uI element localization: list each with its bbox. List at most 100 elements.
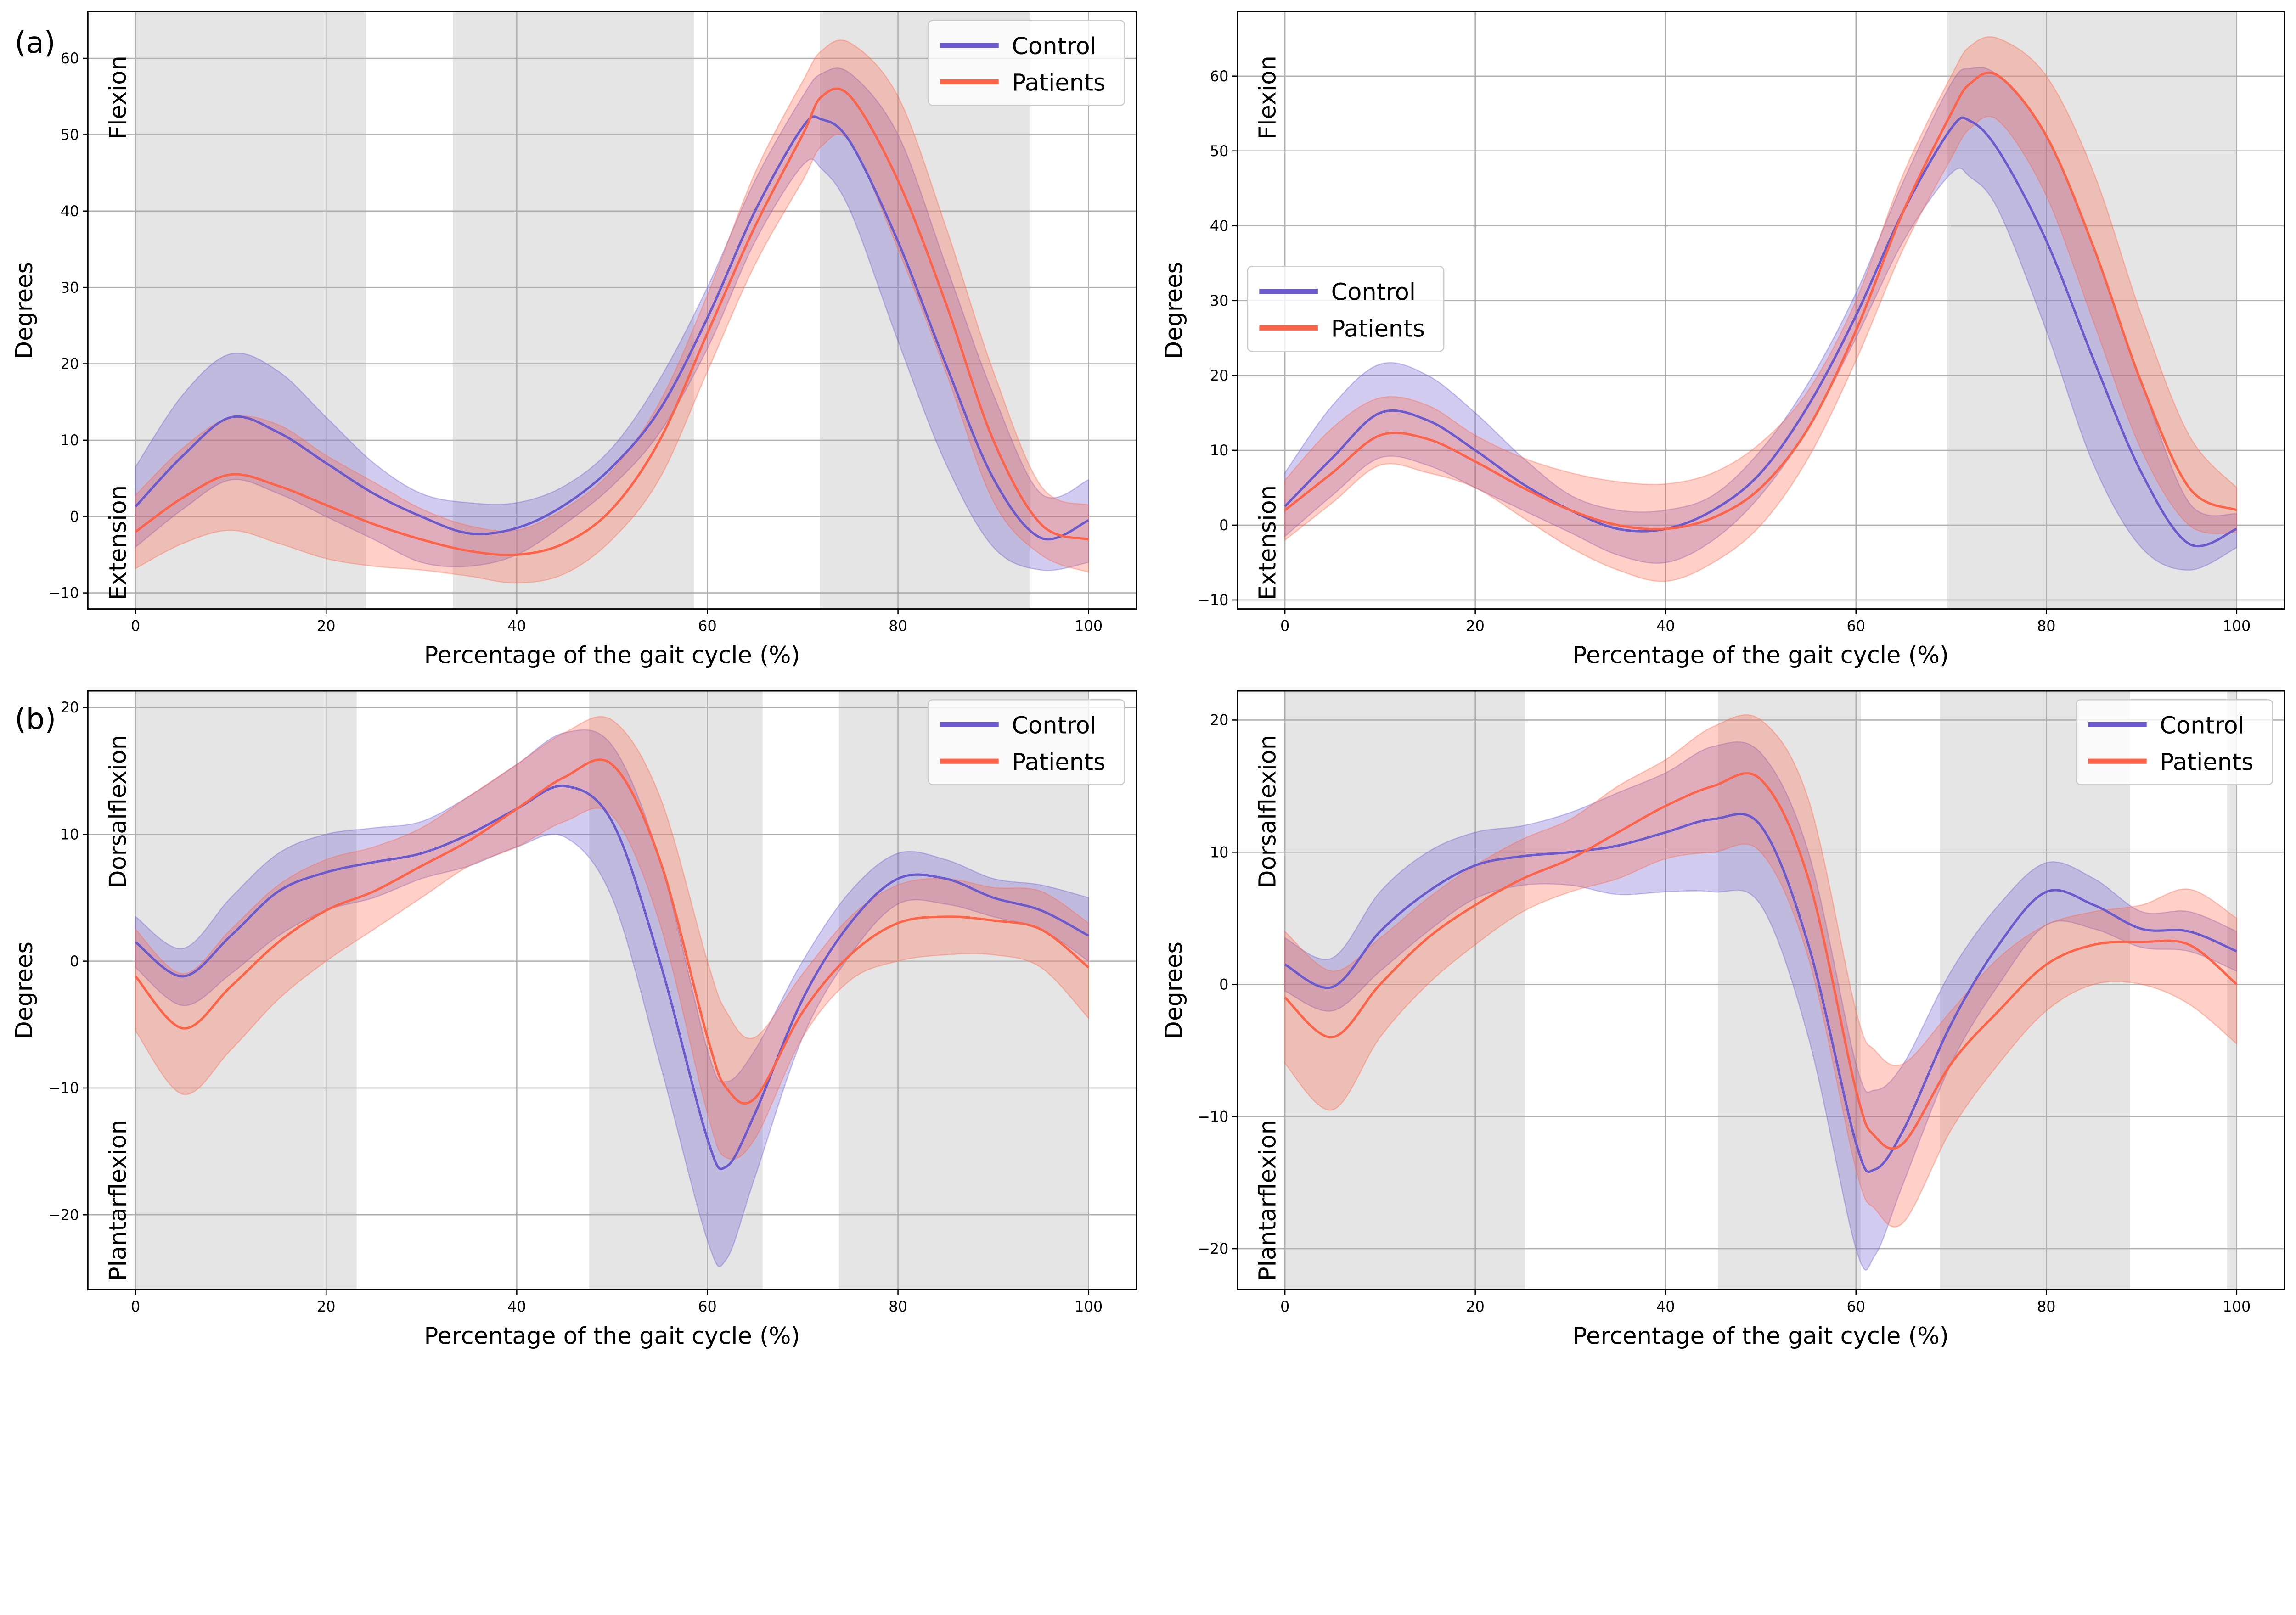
y-tick-label: 0 [70,953,79,970]
patients-legend-label: Patients [1012,70,1105,97]
stance-phase-shading [1285,691,1525,1290]
x-tick-label: 100 [2223,617,2251,634]
panel-1: 0 20 40 60 80 100 −10 0 10 20 30 40 50 60 Percentage o… [11,11,1137,669]
y-tick-label: 60 [1210,67,1229,85]
y-tick-label: 10 [1210,442,1229,459]
x-tick-label: 20 [317,617,336,634]
control-mean-line [135,115,1089,541]
stance-phase-shading [838,691,1089,1290]
patients-legend-label: Patients [1331,315,1425,342]
control-legend-label: Control [1012,712,1096,740]
stance-phase-shading [1718,691,1861,1290]
y-axis-label: Degrees [11,262,38,359]
bottom-direction-label: Plantarflexion [105,1120,132,1281]
y-axis-label: Degrees [11,942,38,1039]
legend: Control Patients [1247,266,1445,352]
x-tick-label: 20 [1466,1298,1485,1315]
patients-std-band [135,716,1089,1160]
x-tick-label: 100 [2223,1298,2251,1315]
y-tick-label: 0 [1219,516,1228,534]
panel-label-a: (a) [15,26,56,60]
stance-phase-shading [135,691,357,1290]
stance-phase-shading [453,11,694,609]
y-tick-label: −20 [1198,1240,1228,1257]
x-tick-label: 60 [1846,1298,1865,1315]
panel-label-b: (b) [15,702,56,736]
control-legend-label: Control [1331,279,1416,306]
stance-phase-shading [2227,691,2237,1290]
top-direction-label: Flexion [105,56,132,139]
x-tick-label: 80 [2037,617,2056,634]
control-std-band [135,729,1089,1267]
y-tick-label: −10 [48,584,79,602]
y-tick-label: 30 [1210,292,1229,309]
axes-frame [1237,690,2285,1290]
x-axis-label: Percentage of the gait cycle (%) [424,642,800,669]
y-tick-label: 50 [1210,142,1229,160]
patients-mean-line [1284,71,2237,531]
legend: Control Patients [2076,699,2273,785]
control-legend-label: Control [2160,712,2244,740]
x-tick-label: 40 [1656,617,1675,634]
x-tick-label: 60 [698,1298,717,1315]
y-axis-label: Degrees [1160,942,1187,1039]
y-tick-label: 50 [61,126,79,144]
control-mean-line [1284,813,2237,1173]
patients-mean-line [135,758,1090,1105]
bottom-direction-label: Extension [105,485,132,600]
top-direction-label: Flexion [1254,56,1281,139]
y-tick-label: 0 [70,508,79,525]
y-tick-label: 30 [61,279,79,296]
y-tick-label: −10 [1198,591,1228,609]
y-tick-label: 20 [61,699,79,716]
axes-frame [87,11,1137,610]
x-tick-label: 40 [507,1298,526,1315]
patients-mean-line [135,87,1089,556]
control-mean-line [1284,116,2237,548]
y-tick-label: −20 [48,1206,79,1223]
y-tick-label: 10 [61,432,79,449]
x-tick-label: 0 [1280,1298,1289,1315]
control-std-band [1284,741,2238,1271]
y-tick-label: −10 [1198,1108,1228,1125]
legend: Control Patients [928,20,1125,106]
stance-phase-shading [1947,11,2237,609]
axes-frame [1237,11,2285,610]
x-tick-label: 100 [1075,1298,1103,1315]
x-tick-label: 0 [131,617,140,634]
x-axis-label: Percentage of the gait cycle (%) [1573,1323,1949,1350]
stance-phase-shading [135,11,366,609]
stance-phase-shading [589,691,763,1290]
panel-4: 0 20 40 60 80 100 −20 −10 0 10 20 Percentage of the… [1160,690,2285,1350]
patients-mean-line [1284,772,2238,1150]
x-tick-label: 100 [1075,617,1103,634]
axes-frame [87,690,1137,1290]
control-mean-line [135,785,1089,1170]
x-tick-label: 80 [889,617,907,634]
patients-legend-label: Patients [1012,749,1105,776]
figure: (a) (b) 0 20 40 60 80 100−100102030405060Perc… [11,11,2285,1350]
x-tick-label: 60 [698,617,717,634]
x-tick-label: 0 [1280,617,1289,634]
y-tick-label: 40 [1210,217,1229,235]
patients-legend-label: Patients [2160,749,2253,776]
top-direction-label: Dorsalflexion [1254,735,1281,888]
bottom-direction-label: Extension [1254,485,1281,600]
x-tick-label: 60 [1846,617,1865,634]
control-legend-label: Control [1012,33,1096,60]
y-tick-label: −10 [48,1079,79,1097]
y-tick-label: 10 [61,825,79,843]
control-std-band [1284,67,2238,571]
y-tick-label: 20 [1210,712,1229,729]
x-tick-label: 20 [317,1298,336,1315]
y-axis-label: Degrees [1160,262,1187,359]
panel-3: 0 20 40 60 80 100 −20 −10 0 10 20 Percentage of the… [11,690,1137,1350]
x-axis-label: Percentage of the gait cycle (%) [1573,642,1949,669]
y-tick-label: 20 [1210,367,1229,384]
stance-phase-shading [1940,691,2130,1290]
legend: Control Patients [928,699,1125,785]
top-direction-label: Dorsalflexion [105,735,132,888]
x-tick-label: 40 [1656,1298,1675,1315]
y-tick-label: 0 [1219,976,1228,993]
patients-std-band [1284,714,2238,1228]
